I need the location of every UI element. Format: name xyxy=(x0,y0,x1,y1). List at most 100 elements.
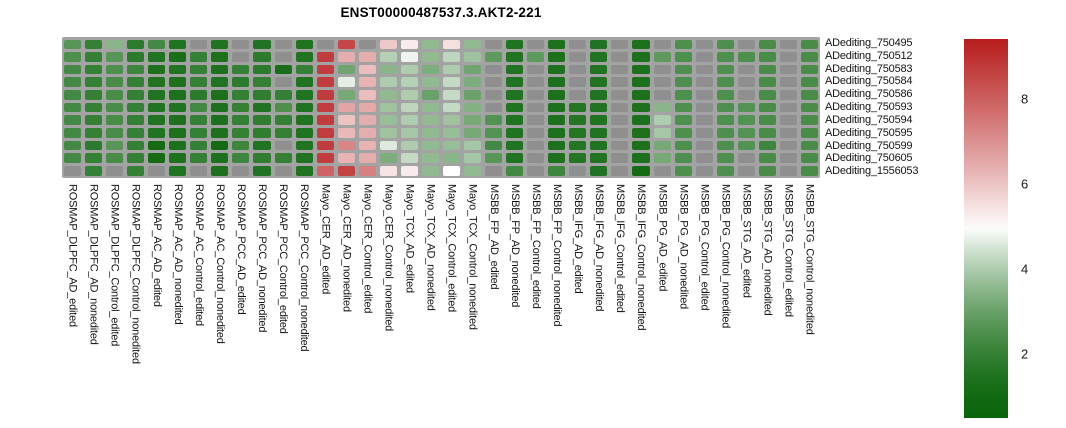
heatmap-cell xyxy=(400,153,418,163)
heatmap-cell xyxy=(695,64,713,75)
heatmap-cell xyxy=(85,77,103,88)
heatmap-cell xyxy=(653,77,671,88)
heatmap-cell xyxy=(674,127,692,138)
heatmap-cell xyxy=(379,165,397,176)
column-label: ROSMAP_AC_AD_nonedited xyxy=(171,184,184,325)
heatmap-cell xyxy=(295,140,313,151)
heatmap-cell xyxy=(253,102,271,113)
heatmap-cell xyxy=(527,115,545,125)
heatmap-cell xyxy=(779,127,797,138)
heatmap-cell xyxy=(64,102,82,113)
heatmap-cell xyxy=(358,115,376,125)
heatmap-cell xyxy=(85,102,103,113)
column-label-slot: ROSMAP_DLPFC_Control_nonedited xyxy=(125,184,146,364)
heatmap-cell xyxy=(611,115,629,125)
heatmap-cell xyxy=(548,52,566,62)
heatmap-cell xyxy=(779,140,797,151)
column-label-slot: ROSMAP_PCC_Control_edited xyxy=(273,184,294,364)
column-label-slot: ROSMAP_AC_AD_nonedited xyxy=(167,184,188,364)
heatmap-cell xyxy=(653,90,671,100)
heatmap-cell xyxy=(64,64,82,75)
heatmap-cell xyxy=(506,140,524,151)
heatmap-cell xyxy=(337,39,355,50)
heatmap-cell xyxy=(253,140,271,151)
row-labels: ADediting_750495 ADediting_750512 ADeditin… xyxy=(825,37,918,178)
heatmap-cell xyxy=(127,153,145,163)
heatmap-cell xyxy=(274,115,292,125)
heatmap-cell xyxy=(716,39,734,50)
column-label: Mayo_TCX_AD_edited xyxy=(403,184,416,293)
heatmap-cell xyxy=(169,115,187,125)
heatmap-cell xyxy=(190,52,208,62)
row-label: ADediting_1556053 xyxy=(825,165,919,178)
heatmap-cell xyxy=(737,39,755,50)
heatmap-cell xyxy=(316,102,334,113)
heatmap-cell xyxy=(442,153,461,163)
heatmap-cell xyxy=(106,115,124,125)
heatmap-cell xyxy=(464,153,482,163)
heatmap-cell xyxy=(464,102,482,113)
heatmap-cell xyxy=(232,90,250,100)
heatmap-cell xyxy=(737,90,755,100)
column-label-slot: MSBB_IFG_AD_nonedited xyxy=(589,184,610,364)
heatmap-cell xyxy=(148,52,166,62)
row-label: ADediting_750594 xyxy=(825,113,913,126)
heatmap-cell xyxy=(358,64,376,75)
column-label-slot: MSBB_PG_AD_nonedited xyxy=(673,184,694,364)
heatmap-cell xyxy=(274,64,292,75)
heatmap-cell xyxy=(85,153,103,163)
heatmap-cell xyxy=(64,90,82,100)
heatmap-cell xyxy=(569,115,587,125)
column-label-slot: Mayo_CER_AD_nonedited xyxy=(336,184,357,364)
heatmap-cell xyxy=(590,64,608,75)
heatmap-cell xyxy=(127,102,145,113)
heatmap-cell xyxy=(421,115,439,125)
row-label: ADediting_750512 xyxy=(825,49,913,62)
heatmap-cell xyxy=(253,127,271,138)
heatmap-cell xyxy=(800,115,818,125)
heatmap-cell xyxy=(758,127,776,138)
heatmap-cell xyxy=(127,90,145,100)
heatmap-cell xyxy=(85,90,103,100)
heatmap-cell xyxy=(527,140,545,151)
column-label: Mayo_TCX_AD_nonedited xyxy=(424,184,437,311)
heatmap-cell xyxy=(85,165,103,176)
heatmap-cell xyxy=(800,140,818,151)
heatmap-cell xyxy=(737,64,755,75)
heatmap-cell xyxy=(548,77,566,88)
column-label-slot: ROSMAP_PCC_AD_edited xyxy=(231,184,252,364)
heatmap-cell xyxy=(611,52,629,62)
heatmap-cell xyxy=(442,64,461,75)
column-label-slot: MSBB_STG_Control_nonedited xyxy=(799,184,820,364)
heatmap-cell xyxy=(127,64,145,75)
heatmap-cell xyxy=(400,140,418,151)
column-label-slot: ROSMAP_DLPFC_AD_nonedited xyxy=(83,184,104,364)
heatmap-cell xyxy=(253,39,271,50)
heatmap-cell xyxy=(169,39,187,50)
heatmap-cell xyxy=(232,102,250,113)
column-label: MSBB_IFG_AD_edited xyxy=(572,184,585,294)
heatmap-cell xyxy=(527,52,545,62)
heatmap-cell xyxy=(274,127,292,138)
heatmap-cell xyxy=(611,102,629,113)
column-label: Mayo_TCX_Control_edited xyxy=(445,184,458,313)
column-label-slot: Mayo_CER_Control_nonedited xyxy=(378,184,399,364)
column-label-slot: MSBB_FP_Control_edited xyxy=(525,184,546,364)
column-label: MSBB_FP_Control_edited xyxy=(529,184,542,309)
heatmap-cell xyxy=(169,102,187,113)
heatmap-cell xyxy=(716,153,734,163)
heatmap-cell xyxy=(274,90,292,100)
heatmap-cell xyxy=(232,77,250,88)
heatmap-cell xyxy=(127,140,145,151)
colorbar-tick-label: 6 xyxy=(1021,176,1029,192)
heatmap-cell xyxy=(758,102,776,113)
heatmap-cell xyxy=(148,115,166,125)
heatmap-cell xyxy=(632,153,650,163)
row-label: ADediting_750495 xyxy=(825,37,913,49)
heatmap-cell xyxy=(800,102,818,113)
heatmap-cell xyxy=(211,153,229,163)
heatmap-cell xyxy=(590,165,608,176)
heatmap-cell xyxy=(421,153,439,163)
column-label-slot: MSBB_FP_Control_nonedited xyxy=(546,184,567,364)
column-label: MSBB_IFG_Control_nonedited xyxy=(635,184,648,331)
